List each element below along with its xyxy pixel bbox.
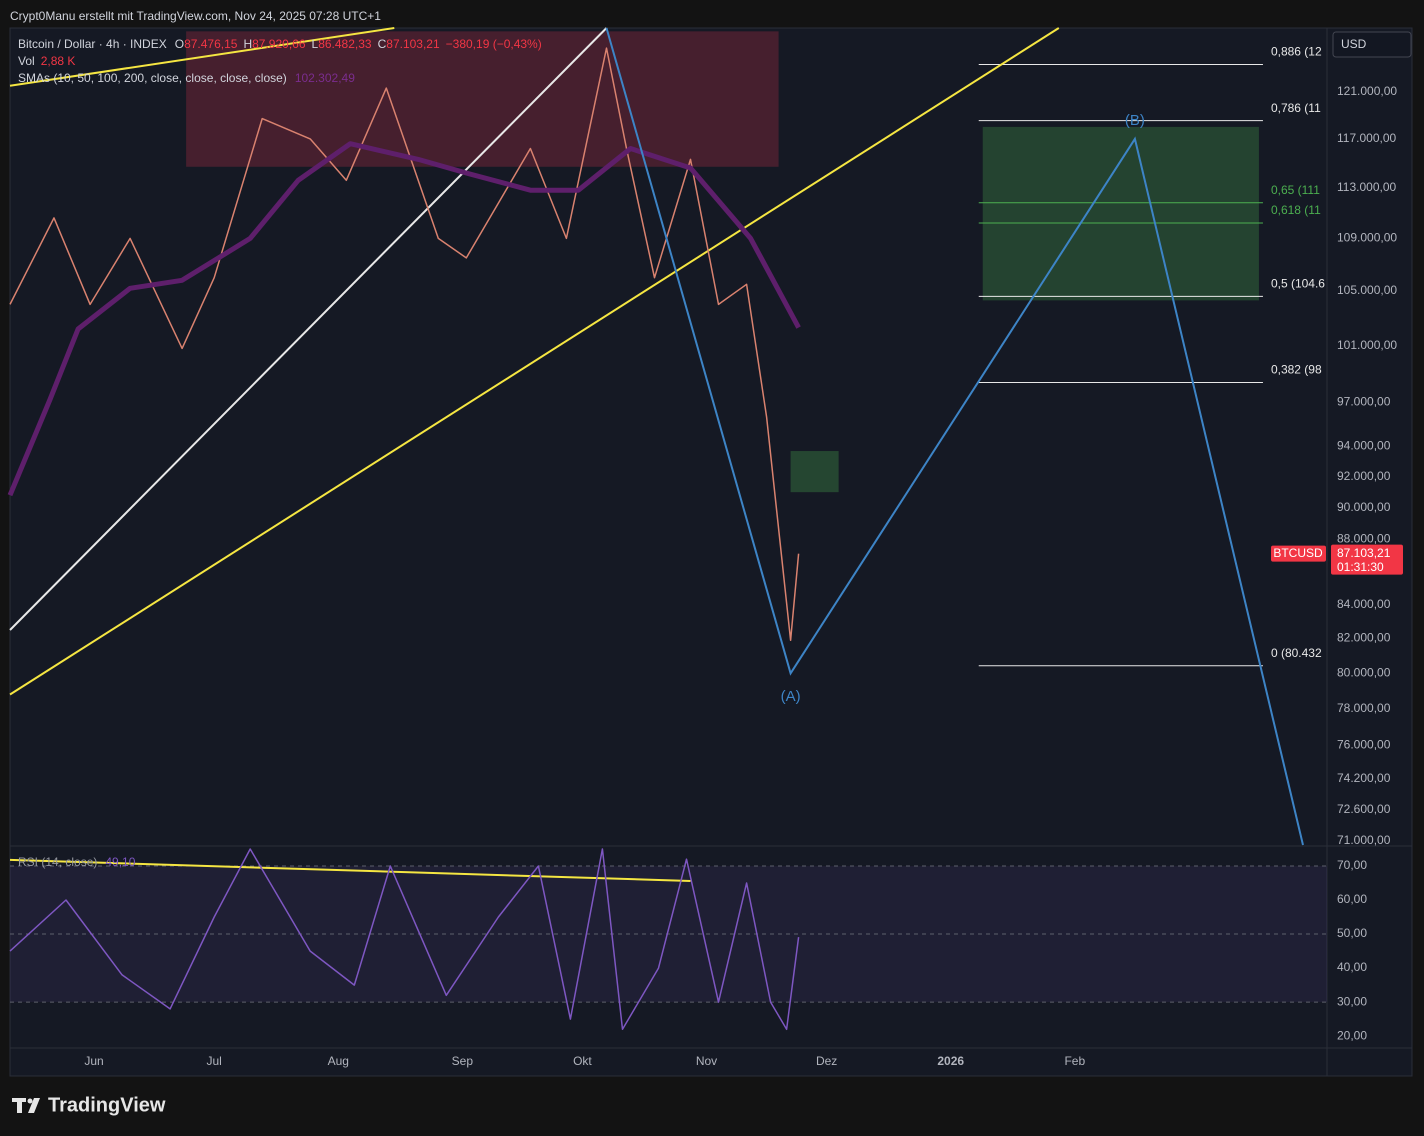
series-line xyxy=(7,141,801,497)
fib-label: 0 (80.432 xyxy=(1271,646,1322,660)
y-tick-label: 60,00 xyxy=(1337,892,1367,906)
y-tick-label: 20,00 xyxy=(1337,1028,1367,1042)
x-tick-label: Feb xyxy=(1064,1054,1085,1068)
y-tick-label: 50,00 xyxy=(1337,926,1367,940)
logo-part xyxy=(28,1098,40,1113)
y-tick-label: 78.000,00 xyxy=(1337,701,1391,715)
trend-line xyxy=(9,27,608,631)
y-tick-label: 30,00 xyxy=(1337,994,1367,1008)
legend-part: 2,88 K xyxy=(41,54,76,68)
header: Crypt0Manu erstellt mit TradingView.com,… xyxy=(10,9,381,23)
y-tick-label: 101.000,00 xyxy=(1337,338,1397,352)
trend-line xyxy=(9,858,691,882)
zone xyxy=(982,126,1259,301)
y-tick-label: 97.000,00 xyxy=(1337,395,1391,409)
y-tick-label: 121.000,00 xyxy=(1337,84,1397,98)
zone xyxy=(790,451,839,493)
fib-label: 0,65 (111 xyxy=(1271,183,1320,197)
price-label: 87.103,21 xyxy=(1337,546,1391,560)
logo-icon xyxy=(12,1098,40,1113)
x-tick-label: Okt xyxy=(573,1054,592,1068)
legend-part: SMAs (10, 50, 100, 200, close, close, cl… xyxy=(18,71,287,85)
wave-line xyxy=(605,27,1304,846)
y-tick-label: 84.000,00 xyxy=(1337,597,1391,611)
y-tick-label: 90.000,00 xyxy=(1337,500,1391,514)
y-tick-label: 40,00 xyxy=(1337,960,1367,974)
legend-sma: SMAs (10, 50, 100, 200, close, close, cl… xyxy=(18,71,355,85)
legend-part: −380,19 (−0,43%) xyxy=(446,37,542,51)
y-tick-label: 72.600,00 xyxy=(1337,802,1391,816)
x-tick-label: Dez xyxy=(816,1054,837,1068)
y-tick-label: 117.000,00 xyxy=(1337,131,1396,145)
fib-label: 0,618 (11 xyxy=(1271,203,1321,217)
legend-part: L xyxy=(312,37,319,51)
fib-label: 0,886 (12 xyxy=(1271,45,1322,59)
x-tick-label: Jun xyxy=(84,1054,103,1068)
y-tick-label: 82.000,00 xyxy=(1337,631,1391,645)
countdown: 01:31:30 xyxy=(1337,560,1384,574)
legend-part: O xyxy=(175,37,184,51)
legend-title: Bitcoin / Dollar · 4h · INDEX O87.476,15 H… xyxy=(18,37,542,51)
currency-box xyxy=(1332,31,1412,58)
x-tick-label: Nov xyxy=(696,1054,717,1068)
logo-part xyxy=(17,1098,22,1113)
legend-part: 102.302,49 xyxy=(295,71,355,85)
y-tick-label: 74.200,00 xyxy=(1337,771,1391,785)
zone xyxy=(186,31,779,167)
y-tick-label: 92.000,00 xyxy=(1337,469,1391,483)
wave-label: (A) xyxy=(781,688,801,705)
fib-label: 0,5 (104.6 xyxy=(1271,277,1325,291)
wave-label: (B) xyxy=(1125,112,1145,129)
legend-rsi: RSI (14, close) 49,10 xyxy=(18,855,136,869)
y-tick-label: 70,00 xyxy=(1337,858,1367,872)
series-line xyxy=(9,848,800,1031)
legend-volume: Vol 2,88 K xyxy=(18,54,75,68)
y-tick-label: 113.000,00 xyxy=(1337,180,1396,194)
x-tick-label: Sep xyxy=(452,1054,474,1068)
trend-line xyxy=(9,27,1060,696)
legend-part: 87.476,15 xyxy=(184,37,238,51)
legend-part: H xyxy=(243,37,252,51)
x-tick-label: Aug xyxy=(328,1054,349,1068)
logo-text: TradingView xyxy=(48,1094,166,1116)
y-tick-label: 105.000,00 xyxy=(1337,283,1397,297)
y-tick-label: 76.000,00 xyxy=(1337,738,1391,752)
y-tick-label: 71.000,00 xyxy=(1337,833,1391,847)
currency: USD xyxy=(1341,37,1367,51)
legend-part: Vol xyxy=(18,54,35,68)
symbol-label: BTCUSD xyxy=(1273,546,1323,560)
y-tick-label: 109.000,00 xyxy=(1337,231,1397,245)
y-tick-label: 80.000,00 xyxy=(1337,665,1391,679)
legend-part: 86.482,33 xyxy=(318,37,372,51)
logo-part xyxy=(27,1098,33,1104)
fib-label: 0,786 (11 xyxy=(1271,101,1321,115)
price-tag xyxy=(1331,544,1403,575)
legend-part: 87.920,66 xyxy=(252,37,306,51)
trend-line xyxy=(9,27,395,87)
symbol-tag xyxy=(1271,545,1326,562)
legend-part: RSI (14, close) xyxy=(18,855,97,869)
legend-part: Bitcoin / Dollar · 4h · INDEX xyxy=(18,37,167,51)
fib-label: 0,382 (98 xyxy=(1271,363,1322,377)
series-line xyxy=(9,47,800,642)
x-tick-label: Jul xyxy=(206,1054,221,1068)
x-tick-label: 2026 xyxy=(937,1054,964,1068)
y-tick-label: 88.000,00 xyxy=(1337,531,1391,545)
legend-part: C xyxy=(378,37,387,51)
legend-part: 87.103,21 xyxy=(386,37,440,51)
legend-part: 49,10 xyxy=(105,855,135,869)
y-tick-label: 94.000,00 xyxy=(1337,439,1391,453)
